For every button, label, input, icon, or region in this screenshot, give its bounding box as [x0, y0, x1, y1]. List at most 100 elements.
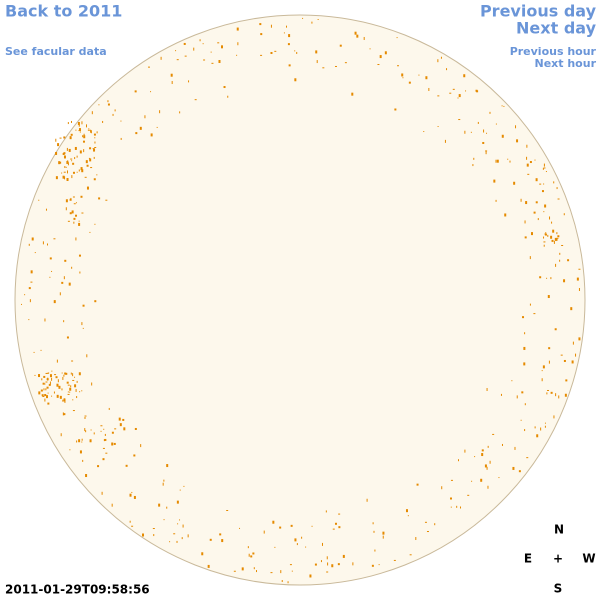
facula: [541, 190, 544, 193]
facular-link[interactable]: See facular data: [5, 45, 107, 58]
facula: [67, 160, 69, 163]
facula: [545, 171, 547, 173]
facula: [131, 491, 133, 493]
facula: [408, 81, 411, 84]
facula: [166, 506, 168, 509]
facula: [495, 199, 497, 202]
facula: [287, 581, 289, 584]
facula: [393, 559, 396, 561]
facula: [372, 522, 374, 525]
facula: [316, 60, 318, 64]
facula: [86, 164, 89, 167]
facula: [281, 580, 283, 583]
facula: [71, 160, 73, 162]
facula: [85, 474, 88, 478]
facula: [483, 129, 485, 133]
facula: [56, 359, 58, 363]
next-hour-link[interactable]: Next hour: [535, 57, 597, 70]
facula: [270, 24, 272, 28]
facula: [91, 382, 93, 386]
facula: [543, 236, 545, 239]
facula: [55, 151, 58, 155]
facula: [83, 135, 86, 139]
facula: [44, 398, 46, 402]
facula: [38, 374, 41, 378]
facula: [60, 433, 62, 437]
facula: [159, 110, 161, 114]
facula: [239, 527, 241, 529]
facula: [544, 425, 546, 428]
facula: [98, 104, 100, 106]
facula: [46, 395, 49, 399]
facula: [339, 44, 342, 47]
facula: [481, 453, 484, 457]
facula: [545, 232, 547, 234]
facula: [464, 449, 466, 453]
facula: [67, 393, 70, 395]
facula: [547, 389, 550, 391]
facula: [291, 570, 293, 572]
facula: [78, 128, 81, 132]
facula: [66, 147, 68, 151]
facula: [142, 533, 145, 537]
facula: [76, 171, 78, 173]
facula: [279, 526, 282, 529]
facula: [79, 450, 82, 454]
facula: [463, 74, 466, 78]
facula: [544, 233, 546, 236]
facula: [549, 216, 551, 220]
facula: [209, 538, 212, 541]
facula: [485, 151, 487, 155]
back-link[interactable]: Back to 2011: [5, 2, 122, 21]
facula: [120, 137, 122, 140]
facula: [558, 395, 560, 399]
facula: [131, 525, 134, 527]
facula: [61, 172, 63, 174]
facula: [176, 500, 179, 504]
facula: [424, 521, 427, 523]
facula: [64, 259, 67, 262]
facula: [402, 77, 404, 79]
facula: [553, 415, 555, 419]
facula: [544, 204, 547, 208]
facula: [133, 454, 136, 457]
facula: [559, 259, 561, 262]
facula: [559, 252, 561, 255]
facula: [537, 218, 539, 221]
facula: [379, 55, 382, 59]
facula: [81, 322, 83, 326]
facula: [62, 376, 64, 380]
facula: [53, 391, 55, 394]
facula: [522, 316, 525, 319]
facula: [561, 244, 564, 246]
facula: [104, 433, 106, 436]
facula: [83, 417, 86, 419]
facula: [135, 132, 138, 135]
facula: [543, 244, 545, 247]
facula: [450, 506, 452, 508]
facula: [179, 111, 181, 114]
facula: [105, 199, 108, 201]
facula: [44, 318, 46, 322]
facula: [82, 140, 85, 143]
next-day-link[interactable]: Next day: [516, 19, 597, 38]
facula: [516, 139, 519, 143]
facula: [530, 232, 533, 236]
facula: [484, 464, 487, 468]
facula: [255, 570, 257, 573]
facula: [33, 351, 35, 353]
facula: [563, 213, 565, 216]
facula: [437, 126, 439, 128]
previous-hour-link[interactable]: Previous hour: [510, 45, 597, 58]
facula: [69, 198, 72, 201]
facula: [105, 452, 108, 454]
facula: [534, 426, 536, 429]
facula: [74, 384, 77, 388]
facula: [177, 523, 179, 525]
facula: [62, 175, 65, 179]
facula: [482, 141, 485, 144]
facula: [83, 133, 85, 136]
facula: [542, 365, 545, 369]
previous-day-link[interactable]: Previous day: [480, 2, 597, 21]
facula: [543, 163, 545, 167]
